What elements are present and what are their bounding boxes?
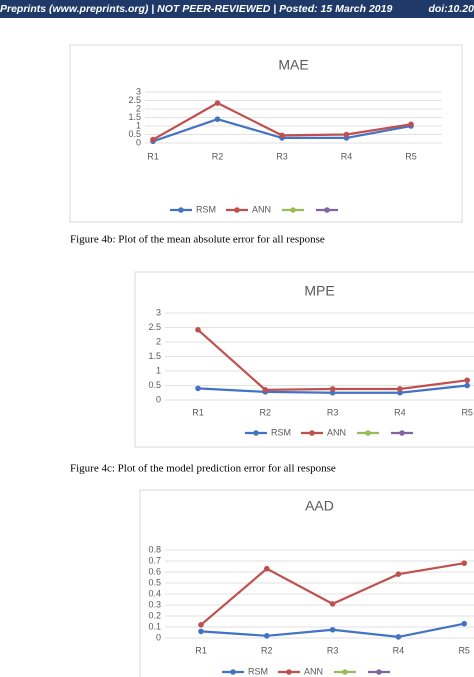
legend-marker	[253, 430, 259, 436]
legend-label: RSM	[271, 427, 291, 437]
x-tick-label: R4	[341, 151, 353, 161]
x-tick-label: R5	[458, 645, 470, 655]
chart-title: MAE	[278, 57, 308, 73]
data-point	[329, 626, 336, 633]
x-tick-label: R5	[405, 151, 417, 161]
y-tick-label: 1	[156, 365, 161, 375]
data-point	[464, 377, 471, 384]
y-tick-label: 0	[156, 632, 161, 642]
data-point	[150, 136, 156, 143]
header-right: doi:10.20	[428, 3, 474, 15]
legend-marker	[309, 430, 315, 436]
data-point	[279, 132, 285, 139]
data-point	[408, 121, 414, 128]
x-tick-label: R3	[327, 645, 339, 655]
y-tick-label: 0.3	[148, 599, 161, 609]
legend-marker	[365, 430, 371, 436]
x-tick-label: R1	[195, 645, 207, 655]
data-point	[395, 634, 402, 640]
y-tick-label: 0.5	[128, 129, 141, 139]
data-point	[195, 385, 201, 392]
data-point	[329, 386, 336, 392]
legend-marker	[399, 430, 405, 436]
y-tick-label: 0.5	[148, 577, 161, 587]
chart-title: AAD	[305, 498, 334, 514]
legend-label: ANN	[327, 427, 346, 437]
data-point	[329, 601, 336, 607]
y-tick-label: 3	[136, 86, 141, 96]
y-tick-label: 0.5	[148, 380, 161, 390]
data-point	[397, 386, 403, 392]
caption: Figure 4c: Plot of the model prediction …	[70, 463, 336, 475]
data-point	[214, 116, 221, 122]
caption: Figure 4b: Plot of the mean absolute err…	[70, 234, 325, 246]
legend-marker	[234, 207, 240, 213]
legend-label: RSM	[248, 666, 268, 676]
data-point	[461, 620, 468, 627]
legend-label: RSM	[196, 204, 216, 214]
y-tick-label: 3	[156, 307, 161, 317]
y-tick-label: 0	[156, 394, 161, 404]
data-point	[262, 387, 269, 393]
data-point	[461, 560, 468, 566]
y-tick-label: 1.5	[148, 351, 161, 361]
x-tick-label: R3	[327, 407, 339, 417]
x-tick-label: R4	[394, 407, 406, 417]
legend-marker	[376, 669, 382, 675]
y-tick-label: 2.5	[148, 322, 161, 332]
data-point	[195, 327, 201, 333]
data-point	[198, 628, 204, 635]
x-tick-label: R2	[212, 151, 224, 161]
header-bar	[0, 0, 474, 18]
legend-marker	[286, 669, 292, 675]
y-tick-label: 2.5	[128, 95, 141, 105]
data-point	[464, 382, 471, 389]
data-point	[264, 565, 270, 572]
data-point	[198, 622, 204, 628]
header-left: Preprints (www.preprints.org) | NOT PEER…	[0, 3, 392, 15]
y-tick-label: 0.8	[148, 544, 161, 554]
x-tick-label: R3	[276, 151, 288, 161]
y-tick-label: 0.6	[148, 566, 161, 576]
x-tick-label: R1	[192, 407, 204, 417]
data-point	[214, 100, 221, 106]
legend-label: ANN	[252, 204, 271, 214]
y-tick-label: 0.7	[148, 555, 161, 565]
chart-frame	[134, 271, 474, 448]
y-tick-label: 2	[156, 336, 161, 346]
legend-marker	[178, 207, 184, 213]
legend-marker	[230, 669, 236, 675]
legend-marker	[290, 207, 296, 213]
y-tick-label: 1	[136, 120, 141, 130]
x-tick-label: R2	[261, 645, 273, 655]
y-tick-label: 2	[136, 103, 141, 113]
x-tick-label: R2	[260, 407, 272, 417]
chart-title: MPE	[304, 283, 334, 299]
legend-marker	[324, 207, 330, 213]
data-point	[264, 633, 270, 639]
legend-label: ANN	[304, 666, 323, 676]
chart-frame	[139, 489, 474, 677]
y-tick-label: 0.1	[148, 621, 161, 631]
y-tick-label: 0.4	[148, 588, 161, 598]
x-tick-label: R4	[393, 645, 405, 655]
y-tick-label: 0	[136, 137, 141, 147]
data-point	[343, 131, 350, 138]
legend-marker	[342, 669, 348, 675]
y-tick-label: 0.2	[148, 610, 161, 620]
x-tick-label: R5	[461, 407, 473, 417]
y-tick-label: 1.5	[128, 112, 141, 122]
data-point	[395, 571, 402, 577]
x-tick-label: R1	[147, 151, 159, 161]
